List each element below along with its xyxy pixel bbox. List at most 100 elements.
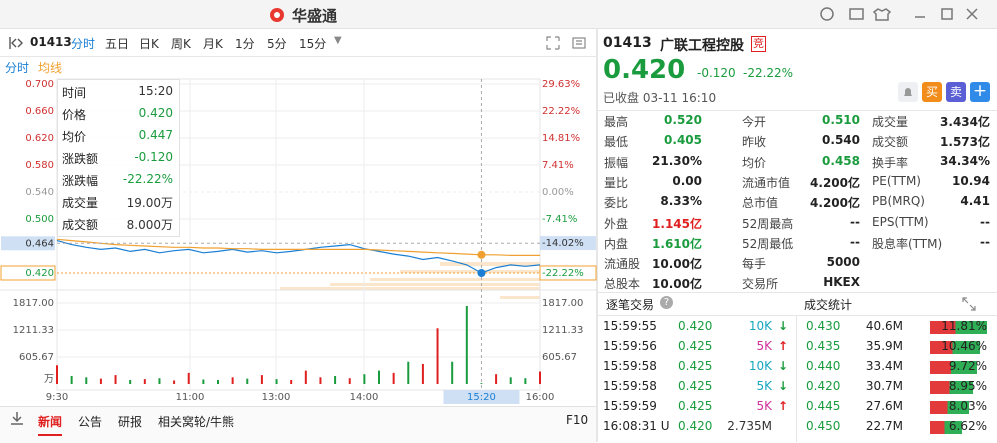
volume-bar (217, 379, 219, 384)
deal-pct: 9.72% (948, 359, 987, 373)
collapse-icon[interactable] (8, 36, 26, 50)
stat-value: 34.34% (940, 153, 990, 168)
bottom-tab[interactable]: 研报 (118, 415, 143, 429)
deal-volume: 40.6M (865, 319, 903, 333)
trade-volume: 2.735M (727, 419, 772, 433)
deal-pct: 6.62% (948, 419, 987, 433)
y-tick-label: 1817.00 (13, 298, 54, 309)
period-tab[interactable]: 分时 (71, 37, 96, 51)
volume-bar (231, 377, 234, 384)
expand-icon[interactable] (962, 297, 976, 311)
crosshair-dot (477, 269, 486, 277)
trade-time: 15:59:55 (603, 319, 657, 333)
stat-label: PB(MRQ) (872, 194, 925, 209)
trade-price: 0.425 (678, 339, 713, 353)
stat-value: 4.200亿 (810, 175, 860, 190)
x-tick-label: 11:00 (176, 392, 205, 403)
period-tab[interactable]: 15分 (299, 37, 327, 51)
down-arrow: ↓ (676, 64, 687, 78)
tooltip-value: -0.120 (134, 150, 173, 164)
current-box (0, 265, 56, 281)
period-tab[interactable]: 五日 (105, 37, 130, 51)
volume-bar (304, 370, 307, 384)
stat-label: 成交量 (872, 115, 909, 129)
volume-bar (187, 372, 190, 384)
stat-label: 流通股 (604, 257, 641, 272)
deal-volume: 30.7M (865, 379, 903, 393)
trade-price: 0.425 (678, 359, 713, 373)
tooltip-label: 均价 (62, 130, 87, 144)
bottom-tab[interactable]: 新闻 (38, 413, 63, 436)
add-button[interactable]: + (970, 82, 990, 102)
volume-bar (260, 375, 263, 384)
period-tab[interactable]: 5分 (267, 37, 287, 51)
trades-sep (598, 292, 997, 293)
stat-label: 均价 (742, 155, 767, 170)
y2-tick-label: 22.22% (542, 106, 580, 117)
f10[interactable]: F10 (566, 413, 589, 427)
trade-price: 0.425 (678, 399, 713, 413)
y2-tick-label: 0.00% (542, 187, 574, 198)
legend-avg: 均线 (38, 61, 63, 75)
stat-label: 流通市值 (742, 175, 791, 190)
crosshair-pct: -14.02% (542, 238, 584, 249)
x-tick-label: 16:00 (526, 392, 555, 403)
toolbar-sep (0, 56, 596, 57)
tooltip-label: 价格 (62, 108, 87, 122)
crosshair-label: 0.464 (25, 238, 54, 249)
deal-pct: 8.95% (948, 379, 987, 393)
volume-bar (290, 379, 293, 384)
help-icon[interactable]: ? (660, 296, 673, 309)
volume-bar (319, 377, 322, 384)
stat-value: 3.434亿 (940, 115, 990, 129)
period-tab[interactable]: 日K (139, 37, 159, 51)
deal-pct: 11.81% (941, 319, 987, 333)
y-tick-label: 1211.33 (13, 325, 54, 336)
deal-volume: 35.9M (865, 339, 903, 353)
avg-line (56, 238, 540, 256)
window-icons[interactable] (815, 5, 990, 23)
y-tick-label: 0.580 (25, 160, 54, 171)
bottom-tab[interactable]: 公告 (78, 415, 103, 429)
deal-pct: 8.03% (948, 399, 987, 413)
stat-label: 今开 (742, 115, 767, 129)
logo: 华盛通 (292, 7, 338, 25)
volume-bar (275, 379, 278, 384)
stat-label: 委比 (604, 196, 629, 211)
volume-bar (114, 375, 117, 384)
list-divider (796, 315, 797, 442)
trade-volume: 5K (756, 339, 772, 353)
period-tab[interactable]: 周K (171, 37, 191, 51)
volume-bar (407, 361, 410, 384)
deal-bar (930, 401, 969, 414)
y2-tick-label: 605.67 (542, 352, 577, 363)
volume-bar (143, 379, 146, 384)
volume-bar (129, 379, 132, 384)
chart-tools[interactable] (546, 36, 591, 50)
trade-price: 0.420 (678, 419, 713, 433)
y-tick-label: 605.67 (19, 352, 54, 363)
deal-stats-title: 成交统计 (804, 298, 853, 312)
current-box (539, 265, 597, 281)
sell-button[interactable]: 卖 (946, 82, 966, 102)
stat-value: -- (850, 214, 860, 229)
tooltip-label: 成交量 (62, 196, 99, 210)
bottom-tab[interactable]: 相关窝轮/牛熊 (158, 415, 235, 429)
tooltip-value: 0.447 (138, 128, 173, 142)
more-arrow[interactable]: ▼ (334, 35, 342, 46)
deal-volume: 27.6M (865, 399, 903, 413)
alert-button[interactable] (898, 82, 918, 102)
buy-button[interactable]: 买 (922, 82, 942, 102)
y2-tick-label: 14.81% (542, 133, 580, 144)
crosshair-label-bg (540, 236, 596, 251)
stat-label: 52周最低 (742, 236, 794, 251)
period-tab[interactable]: 月K (203, 37, 223, 51)
period-tab[interactable]: 1分 (235, 37, 255, 51)
stock-code: 01413 (30, 35, 72, 49)
deal-price: 0.445 (806, 399, 841, 413)
download-icon[interactable] (8, 410, 26, 428)
quote-code: 01413 (603, 35, 652, 51)
stat-value: 0.405 (664, 133, 702, 148)
deal-price: 0.430 (806, 319, 841, 333)
